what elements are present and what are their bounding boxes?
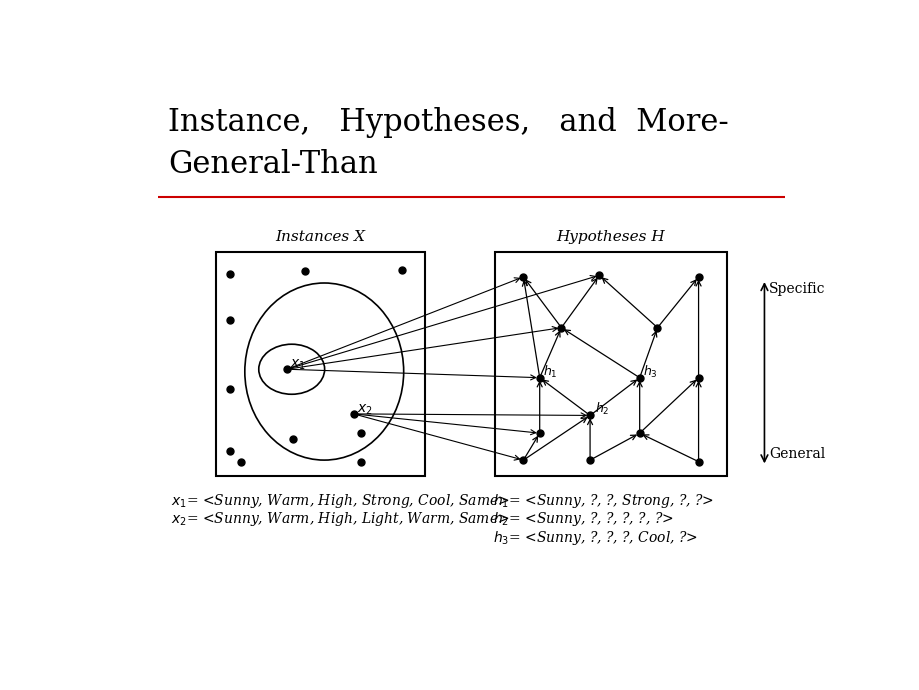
Text: $x_2$: $x_2$ [357,402,372,417]
Bar [216,253,425,475]
Text: $x_2$= <Sunny, Warm, High, Light, Warm, Same>: $x_2$= <Sunny, Warm, High, Light, Warm, … [171,510,508,529]
Text: $x_1$= <Sunny, Warm, High, Strong, Cool, Same>: $x_1$= <Sunny, Warm, High, Strong, Cool,… [171,492,509,510]
Text: $h_2$: $h_2$ [594,401,608,417]
Text: General: General [768,447,824,461]
Bar [494,253,726,475]
Text: $h_3$= <Sunny, ?, ?, ?, Cool, ?>: $h_3$= <Sunny, ?, ?, ?, Cool, ?> [493,529,698,546]
Text: Instance,   Hypotheses,   and  More-: Instance, Hypotheses, and More- [168,107,729,138]
Text: Instances X: Instances X [275,230,365,244]
Text: $x_1$: $x_1$ [289,357,306,372]
Text: $h_2$= <Sunny, ?, ?, ?, ?, ?>: $h_2$= <Sunny, ?, ?, ?, ?, ?> [493,510,673,529]
Text: General-Than: General-Than [168,149,378,180]
Text: Hypotheses H: Hypotheses H [556,230,664,244]
Text: $h_3$: $h_3$ [642,364,657,380]
Text: $h_1$= <Sunny, ?, ?, Strong, ?, ?>: $h_1$= <Sunny, ?, ?, Strong, ?, ?> [493,492,713,510]
Text: $h_1$: $h_1$ [542,364,557,380]
Text: Specific: Specific [768,282,824,296]
